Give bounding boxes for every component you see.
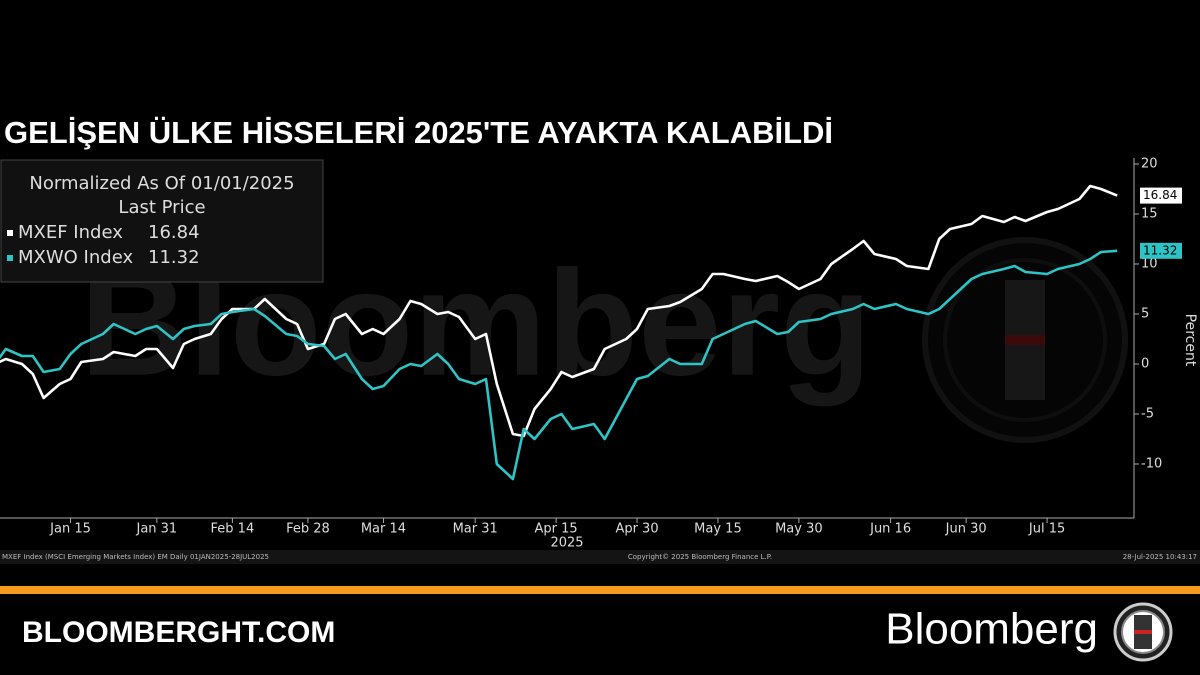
legend-subtitle: Last Price: [118, 197, 205, 218]
footer-left: MXEF Index (MSCI Emerging Markets Index)…: [2, 553, 269, 561]
last-value-label: 16.84: [1143, 188, 1177, 202]
x-tick-label: Jun 30: [945, 522, 987, 537]
x-year-label: 2025: [550, 536, 583, 551]
y-tick-label: 0: [1141, 357, 1149, 372]
x-tick-label: Jul 15: [1028, 522, 1065, 537]
x-tick-label: May 30: [775, 522, 823, 537]
last-value-tag: [1140, 187, 1182, 204]
legend-label: MXWO Index: [18, 247, 133, 268]
y-tick-label: 5: [1141, 307, 1149, 322]
footer-strip: [0, 550, 1200, 564]
x-tick-label: Feb 14: [211, 522, 255, 537]
y-tick-label: 10: [1141, 257, 1158, 272]
y-tick-label: 20: [1141, 157, 1158, 172]
y-tick-label: -5: [1141, 407, 1154, 422]
y-axis-label: Percent: [1182, 314, 1198, 367]
footer-right: 28-Jul-2025 10:43:17: [1123, 553, 1197, 561]
series-line: [0, 249, 1118, 481]
legend-swatch: [7, 255, 13, 261]
legend: [0, 159, 324, 283]
footer-center: Copyright© 2025 Bloomberg Finance L.P.: [628, 553, 772, 561]
legend-value: 16.84: [148, 222, 200, 243]
last-value-label: 11.32: [1143, 243, 1177, 257]
legend-swatch: [7, 230, 13, 236]
x-tick-label: Jan 31: [135, 522, 177, 537]
last-value-tag: [1140, 242, 1182, 259]
watermark-logo: [922, 237, 1128, 443]
orange-rule: [0, 586, 1200, 594]
x-tick-label: Jun 16: [869, 522, 911, 537]
brand: Bloomberg: [885, 605, 1098, 654]
legend-value: 11.32: [148, 247, 200, 268]
y-tick-label: -10: [1141, 457, 1162, 472]
brand-logo: [1113, 602, 1173, 662]
plot-area: [0, 184, 1118, 481]
x-tick-label: Mar 14: [361, 522, 406, 537]
legend-label: MXEF Index: [18, 222, 123, 243]
x-tick-label: Jan 15: [49, 522, 91, 537]
x-tick-label: Feb 28: [286, 522, 330, 537]
x-tick-label: Mar 31: [453, 522, 498, 537]
x-tick-label: May 15: [694, 522, 742, 537]
legend-title: Normalized As Of 01/01/2025: [29, 173, 294, 194]
x-tick-label: Apr 15: [535, 522, 578, 537]
chart-title: GELİŞEN ÜLKE HİSSELERİ 2025'TE AYAKTA KA…: [4, 115, 833, 150]
y-tick-label: 15: [1141, 207, 1158, 222]
site-name: BLOOMBERGHT.COM: [22, 616, 335, 649]
x-tick-label: Apr 30: [615, 522, 658, 537]
series-line: [0, 184, 1118, 438]
